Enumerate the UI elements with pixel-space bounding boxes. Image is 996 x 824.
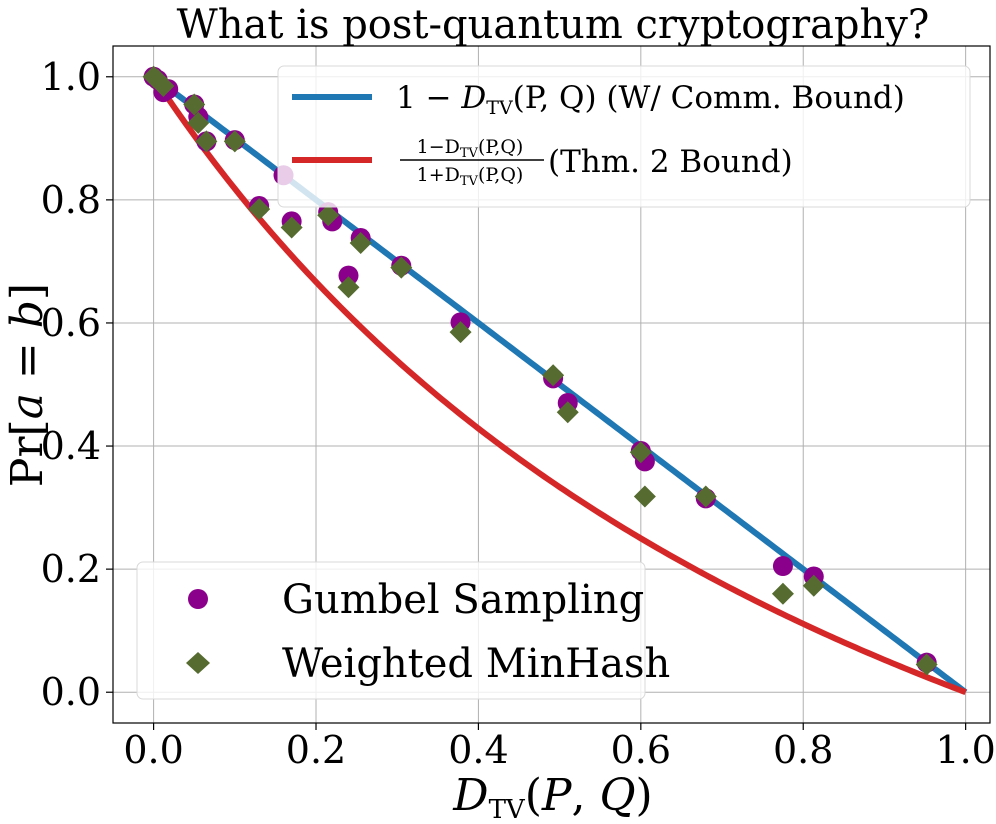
minhash-point	[152, 75, 175, 98]
legend-label-line-2: 1−DTV(P,Q) 1+DTV(P,Q) (Thm. 2 Bound)	[400, 136, 793, 189]
legend-line-2-suffix: (Thm. 2 Bound)	[548, 144, 793, 180]
plot-frame	[112, 45, 991, 724]
legend-line-1-sub: TV	[486, 97, 513, 119]
minhash-point	[187, 111, 210, 134]
x-tick-label: 0.2	[286, 728, 346, 772]
minhash-point	[349, 231, 372, 254]
legend-marker-gumbel	[188, 589, 208, 609]
legend-line-1-suffix: (W/ Comm. Bound)	[597, 80, 905, 116]
x-tick-label: 1.0	[935, 728, 995, 772]
minhash-point	[223, 130, 246, 153]
minhash-point	[771, 582, 794, 605]
y-axis-label: Pr[a = b]	[2, 283, 53, 487]
minhash-point	[183, 93, 206, 116]
chart-title: What is post-quantum cryptography?	[177, 2, 930, 48]
x-tick-label: 0.4	[448, 728, 508, 772]
x-tick-label: 0.0	[123, 728, 183, 772]
legend-line-2-numerator: 1−DTV(P,Q)	[417, 136, 524, 161]
legend-bounds-frame	[277, 65, 971, 208]
scatter-points	[142, 65, 938, 676]
legend-line-1-prefix: 1 −	[396, 80, 461, 116]
minhash-point	[915, 653, 938, 676]
minhash-point	[542, 364, 565, 387]
minhash-point	[337, 276, 360, 299]
gumbel-point	[338, 265, 359, 286]
legend-label-gumbel: Gumbel Sampling	[282, 577, 644, 623]
minhash-point	[317, 204, 340, 227]
legend-label-line-1: 1 − DTV(P, Q) (W/ Comm. Bound)	[396, 80, 905, 119]
legend-line-2-denominator: 1+DTV(P,Q)	[417, 164, 524, 189]
y-tick-label: 0.4	[41, 424, 101, 468]
y-tick-label: 0.2	[41, 547, 101, 591]
minhash-point	[556, 401, 579, 424]
y-tick-label: 0.6	[41, 301, 101, 345]
legend-line-1-args: (P, Q)	[513, 80, 597, 116]
legend-series: Gumbel Sampling Weighted MinHash	[136, 561, 670, 700]
minhash-point	[248, 198, 271, 221]
gumbel-point	[772, 556, 793, 577]
y-tick-label: 0.0	[41, 670, 101, 714]
x-tick-label: 0.8	[773, 728, 833, 772]
x-axis-label: DTV(P, Q)	[452, 770, 652, 824]
minhash-point	[802, 574, 825, 597]
minhash-point	[633, 485, 656, 508]
y-tick-label: 0.8	[41, 178, 101, 222]
minhash-point	[694, 485, 717, 508]
legend-marker-minhash	[186, 652, 210, 674]
legend-label-minhash: Weighted MinHash	[282, 641, 670, 687]
minhash-point	[390, 256, 413, 279]
y-tick-label: 1.0	[41, 55, 101, 99]
legend-bounds: 1 − DTV(P, Q) (W/ Comm. Bound) 1−DTV(P,Q…	[277, 65, 971, 208]
minhash-point	[195, 130, 218, 153]
x-axis-ticks: 0.0 0.2 0.4 0.6 0.8 1.0	[123, 723, 996, 772]
x-tick-label: 0.6	[611, 728, 671, 772]
minhash-point	[280, 216, 303, 239]
legend-line-1-var: D	[460, 80, 486, 116]
minhash-point	[629, 441, 652, 464]
y-axis-ticks: 0.0 0.2 0.4 0.6 0.8 1.0	[41, 55, 113, 714]
minhash-point	[449, 321, 472, 344]
bound-line-2	[151, 75, 967, 696]
legend-series-frame	[136, 561, 646, 700]
